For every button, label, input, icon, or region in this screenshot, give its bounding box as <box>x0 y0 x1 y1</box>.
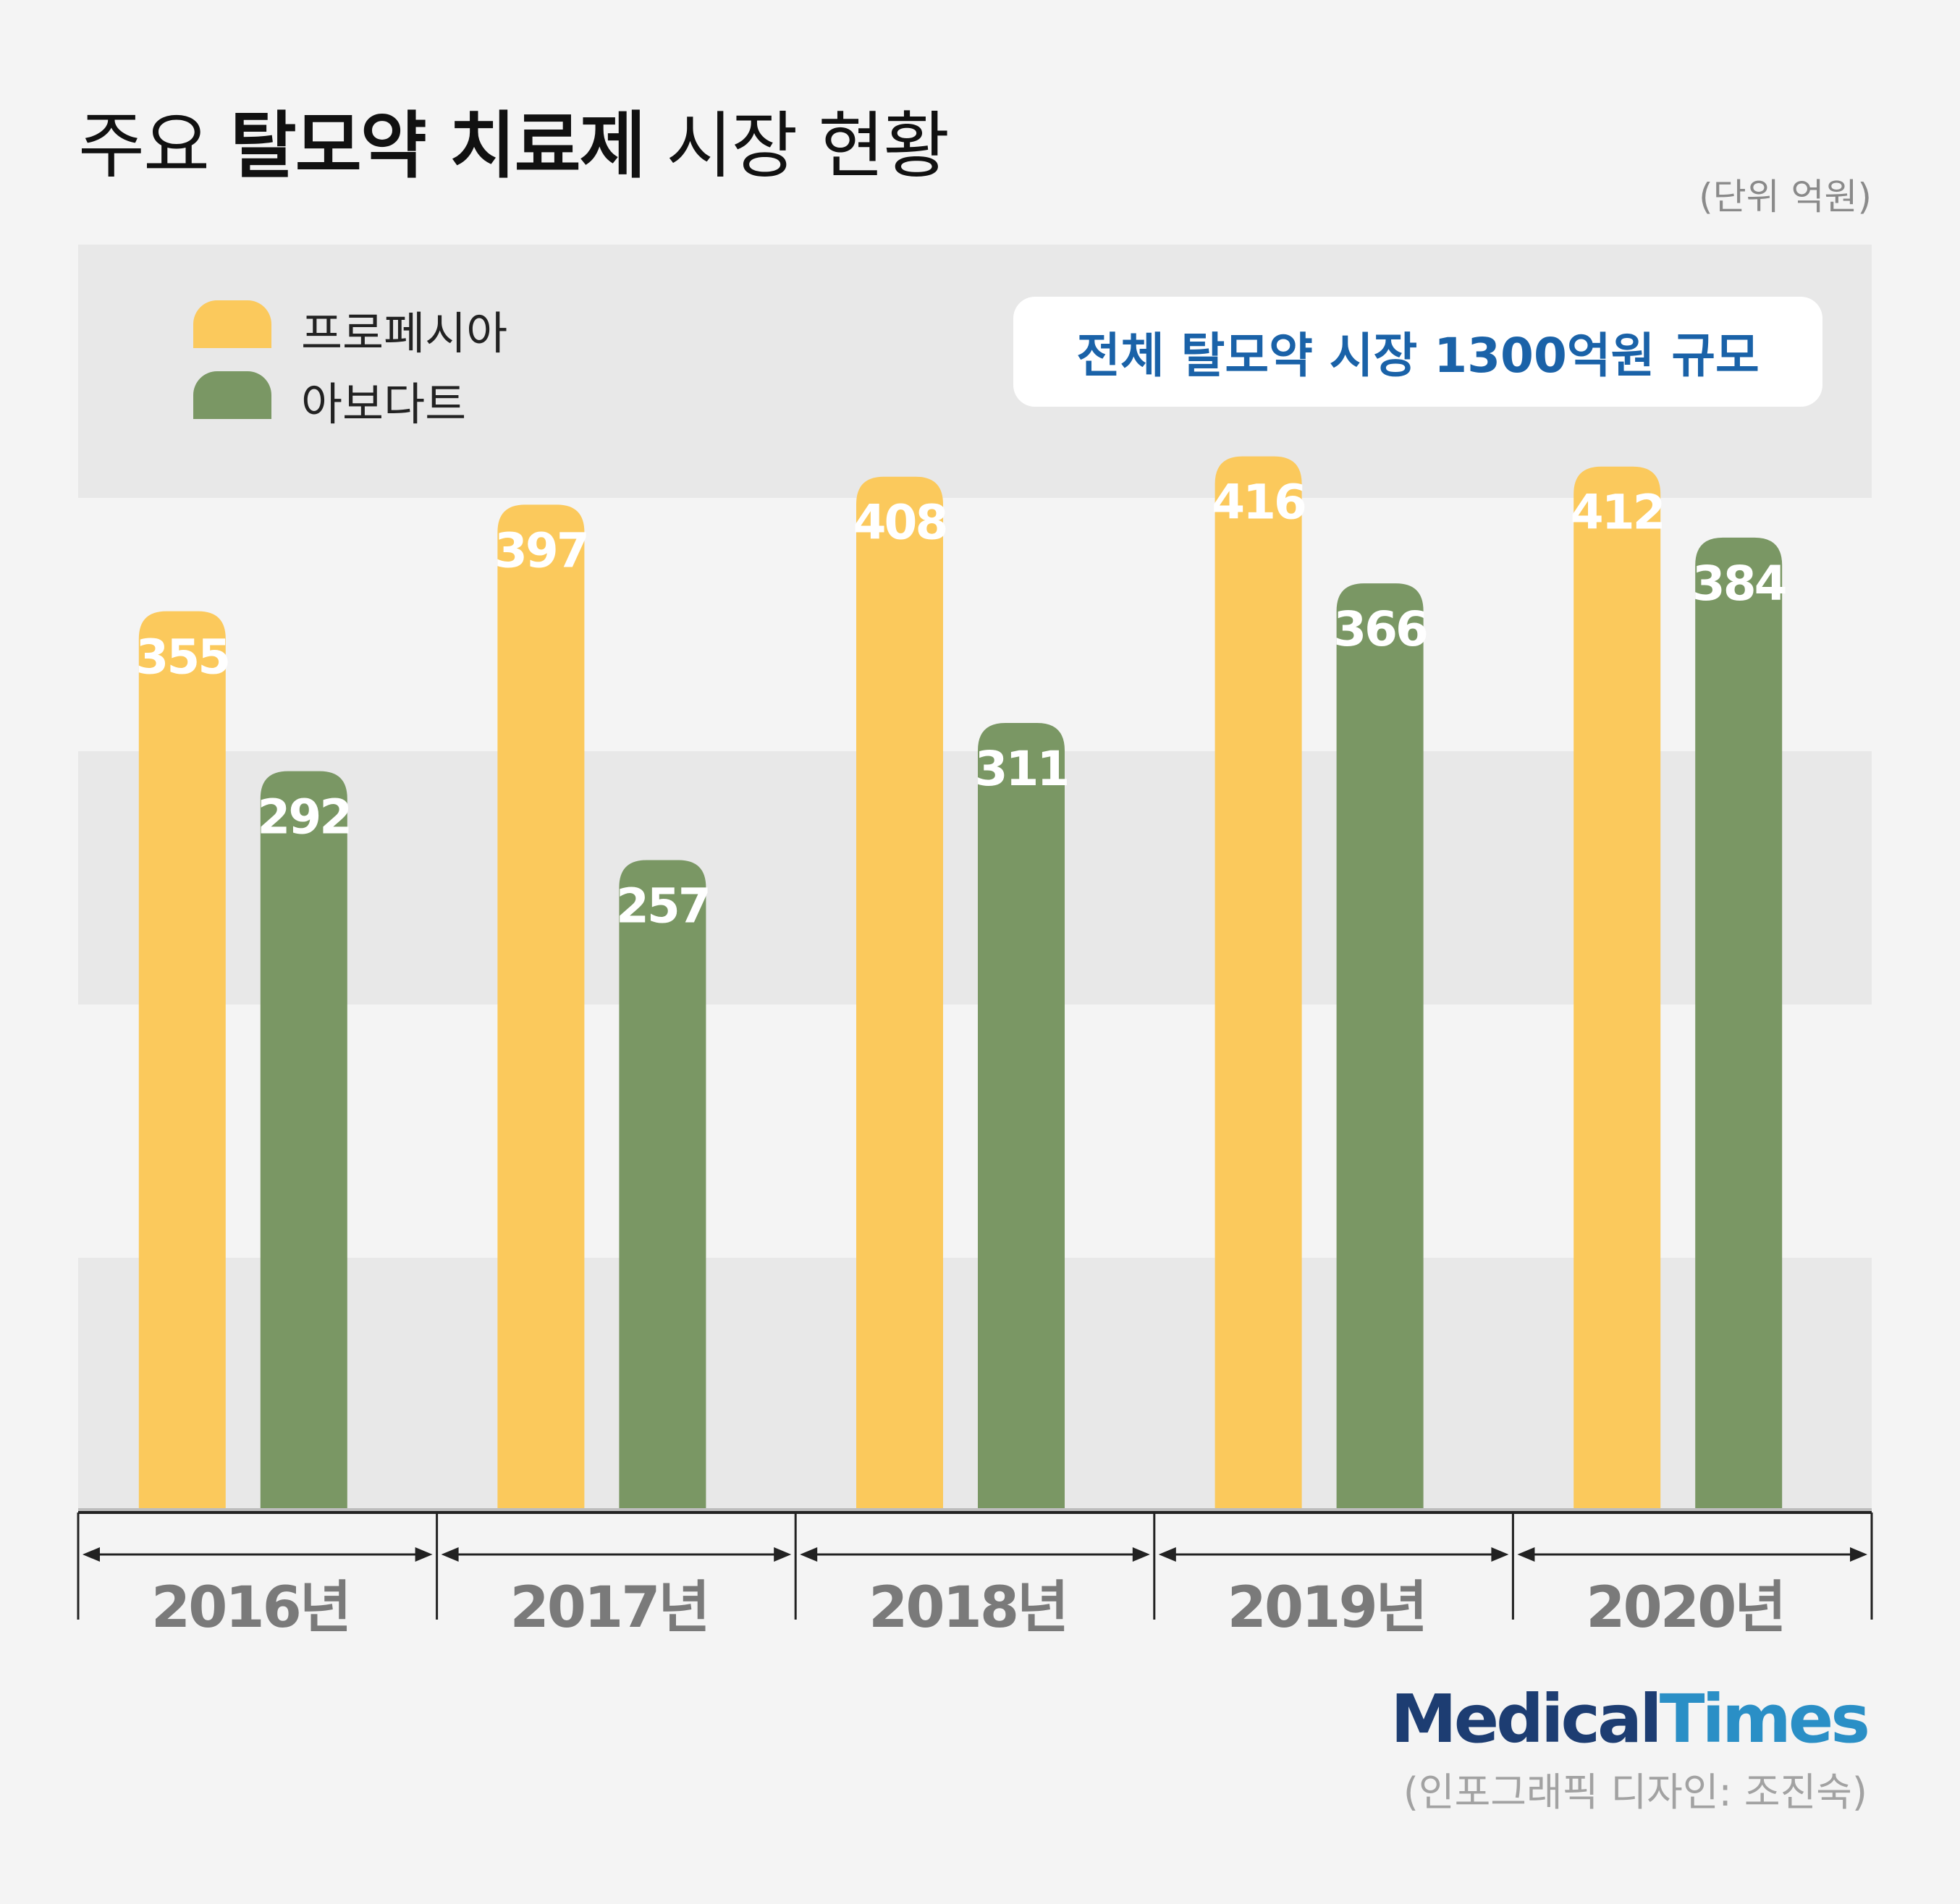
arrow-left-head <box>441 1547 459 1562</box>
chart-title: 주요 탈모약 치료제 시장 현황 <box>78 87 950 192</box>
unit-label: (단위 억원) <box>1699 176 1872 218</box>
bar-avodart-2017년 <box>619 860 706 1512</box>
bar-value-label: 384 <box>1692 556 1786 612</box>
logo-medical: Medical <box>1390 1680 1662 1758</box>
arrow-left-head <box>800 1547 818 1562</box>
legend-label-propecia: 프로페시아 <box>301 307 508 360</box>
bar-propecia-2020년 <box>1574 466 1661 1512</box>
grid-band <box>78 498 1872 751</box>
x-tick-label: 2017년 <box>510 1575 708 1641</box>
bar-propecia-2016년 <box>138 611 226 1513</box>
arrow-left-head <box>1158 1547 1176 1562</box>
grid-band <box>78 751 1872 1004</box>
x-tick-label: 2019년 <box>1228 1575 1426 1641</box>
arrow-left-head <box>83 1547 100 1562</box>
x-tick-label: 2016년 <box>151 1575 350 1641</box>
bar-avodart-2019년 <box>1336 583 1424 1512</box>
legend-swatch-propecia <box>193 300 271 348</box>
bar-avodart-2020년 <box>1695 537 1783 1512</box>
bar-value-label: 366 <box>1333 601 1427 657</box>
arrow-right-head <box>1850 1547 1867 1562</box>
bar-avodart-2016년 <box>260 771 347 1512</box>
legend-swatch-avodart <box>193 371 271 419</box>
bar-value-label: 408 <box>853 495 947 551</box>
bar-value-label: 311 <box>975 741 1068 797</box>
grid-band <box>78 1004 1872 1258</box>
bar-propecia-2017년 <box>497 504 585 1512</box>
bar-avodart-2018년 <box>978 723 1065 1513</box>
grid-band <box>78 1258 1872 1511</box>
bar-propecia-2018년 <box>856 476 943 1512</box>
arrow-left-head <box>1517 1547 1535 1562</box>
arrow-right-head <box>415 1547 433 1562</box>
design-credit: (인포그래픽 디자인: 조진숙) <box>1403 1769 1867 1815</box>
bar-value-label: 355 <box>135 630 229 685</box>
baseline-shadow <box>78 1508 1872 1512</box>
medicaltimes-logo: MedicalTimes <box>1390 1680 1870 1758</box>
legend-label-avodart: 아보다트 <box>301 378 467 431</box>
logo-times: Times <box>1659 1680 1870 1758</box>
x-tick-label: 2018년 <box>869 1575 1067 1641</box>
bar-value-label: 416 <box>1212 475 1305 530</box>
arrow-right-head <box>1132 1547 1150 1562</box>
x-tick-label: 2020년 <box>1586 1575 1784 1641</box>
bar-propecia-2019년 <box>1215 456 1302 1512</box>
market-size-callout: 전체 탈모약 시장 1300억원 규모 <box>1013 297 1822 407</box>
title-prefix: 주요 <box>78 103 230 188</box>
arrow-right-head <box>774 1547 792 1562</box>
bar-value-label: 257 <box>616 878 709 934</box>
bar-value-label: 397 <box>494 522 588 578</box>
bar-value-label: 292 <box>257 790 350 845</box>
title-emphasis: 탈모약 치료제 <box>229 103 646 188</box>
arrow-right-head <box>1491 1547 1509 1562</box>
bar-value-label: 412 <box>1571 485 1664 541</box>
title-suffix: 시장 현황 <box>644 103 950 188</box>
